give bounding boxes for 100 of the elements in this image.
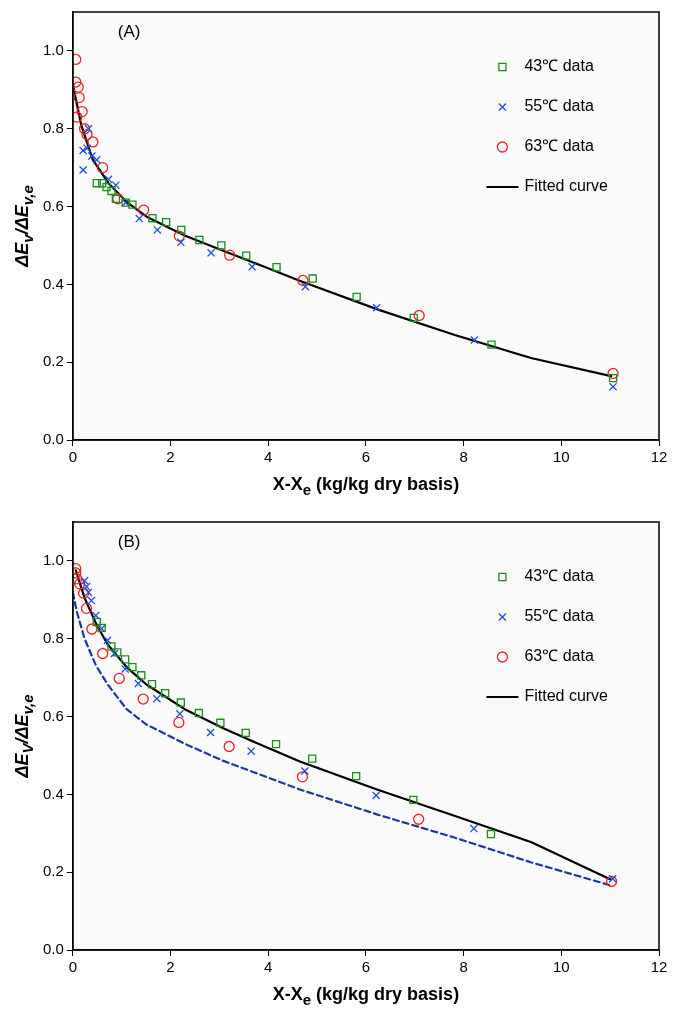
x-tick-label: 2: [166, 448, 175, 466]
y-tick-label: 0.6: [42, 706, 64, 724]
point: [161, 217, 171, 227]
point: [409, 795, 418, 804]
point: [97, 179, 107, 188]
point: [107, 186, 116, 196]
x-tick-label: 10: [552, 448, 570, 466]
point: [177, 225, 186, 235]
point: [351, 771, 361, 781]
point: [92, 179, 101, 188]
point: [486, 829, 496, 839]
point: [469, 824, 479, 833]
point: [413, 813, 425, 825]
point: [102, 182, 111, 192]
legend-label: 55℃ data: [524, 97, 594, 115]
legend-label: Fitted curve: [524, 687, 609, 705]
point: [173, 230, 185, 242]
point: [242, 251, 251, 260]
y-tick-label: 0.8: [42, 118, 64, 136]
point: [120, 655, 130, 664]
x-tick-label: 4: [264, 448, 273, 466]
y-tick-label: 1.0: [42, 551, 64, 569]
point: [81, 128, 93, 141]
point: [80, 602, 93, 615]
point: [97, 161, 109, 174]
y-tick-label: 1.0: [42, 41, 64, 59]
point: [176, 238, 185, 247]
y-tick-label: 0.6: [42, 196, 64, 214]
point: [82, 144, 92, 153]
point: [241, 728, 250, 738]
point: [607, 367, 619, 380]
point: [87, 136, 99, 148]
point: [138, 204, 150, 216]
point: [372, 791, 381, 800]
legend-label: 43℃ data: [524, 567, 594, 585]
point: [308, 754, 317, 763]
point: [246, 746, 256, 756]
point: [72, 53, 82, 66]
point: [86, 623, 98, 635]
point: [72, 111, 83, 123]
point: [409, 313, 418, 323]
point: [137, 693, 149, 705]
y-tick-label: 0.4: [42, 784, 64, 802]
point: [160, 689, 170, 698]
point: [92, 155, 101, 165]
point: [206, 248, 216, 258]
point: [128, 200, 137, 209]
point: [92, 617, 101, 627]
point: [103, 636, 112, 645]
point: [352, 292, 361, 301]
annotation: (A): [117, 22, 141, 42]
point: [487, 340, 496, 349]
point: [195, 235, 204, 245]
point: [72, 573, 83, 585]
point: [134, 679, 143, 688]
point: [247, 262, 257, 272]
point: [84, 124, 93, 133]
point: [72, 76, 82, 88]
x-tick-label: 10: [552, 958, 570, 976]
point: [111, 180, 121, 190]
point: [73, 91, 85, 104]
point: [206, 728, 215, 737]
x-tick-label: 8: [459, 958, 468, 976]
y-tick-label: 0.4: [42, 274, 64, 292]
y-tick-label: 0.0: [42, 940, 64, 958]
point: [147, 680, 157, 689]
point: [372, 303, 381, 312]
point: [128, 662, 137, 672]
x-axis-title: X-X$_{e}$ (kg/kg dry basis): [272, 474, 460, 498]
y-tick-label: 0.2: [42, 352, 64, 370]
point: [271, 739, 281, 749]
legend-label: 63℃ data: [524, 137, 594, 155]
point: [78, 123, 91, 135]
point: [605, 875, 618, 888]
point: [120, 664, 130, 674]
x-tick-label: 4: [264, 958, 273, 976]
point: [608, 382, 618, 391]
point: [104, 175, 113, 184]
point: [72, 567, 82, 579]
point: [175, 709, 185, 719]
point: [223, 740, 235, 753]
point: [176, 698, 185, 707]
point: [135, 214, 144, 223]
point: [87, 151, 97, 161]
point: [308, 274, 317, 283]
y-tick-label: 0.2: [42, 862, 64, 880]
point: [72, 563, 82, 575]
legend-label: 43℃ data: [524, 57, 594, 75]
x-tick-label: 12: [650, 448, 668, 466]
x-tick-label: 2: [166, 958, 175, 976]
x-tick-label: 0: [68, 958, 78, 976]
y-tick-label: 0.0: [42, 430, 64, 448]
y-tick-label: 0.8: [42, 628, 64, 646]
point: [224, 249, 236, 261]
point: [272, 263, 281, 272]
legend-label: Fitted curve: [524, 177, 609, 195]
x-tick-label: 8: [459, 448, 468, 466]
x-tick-label: 0: [68, 448, 78, 466]
point: [78, 165, 88, 175]
point: [78, 146, 88, 155]
